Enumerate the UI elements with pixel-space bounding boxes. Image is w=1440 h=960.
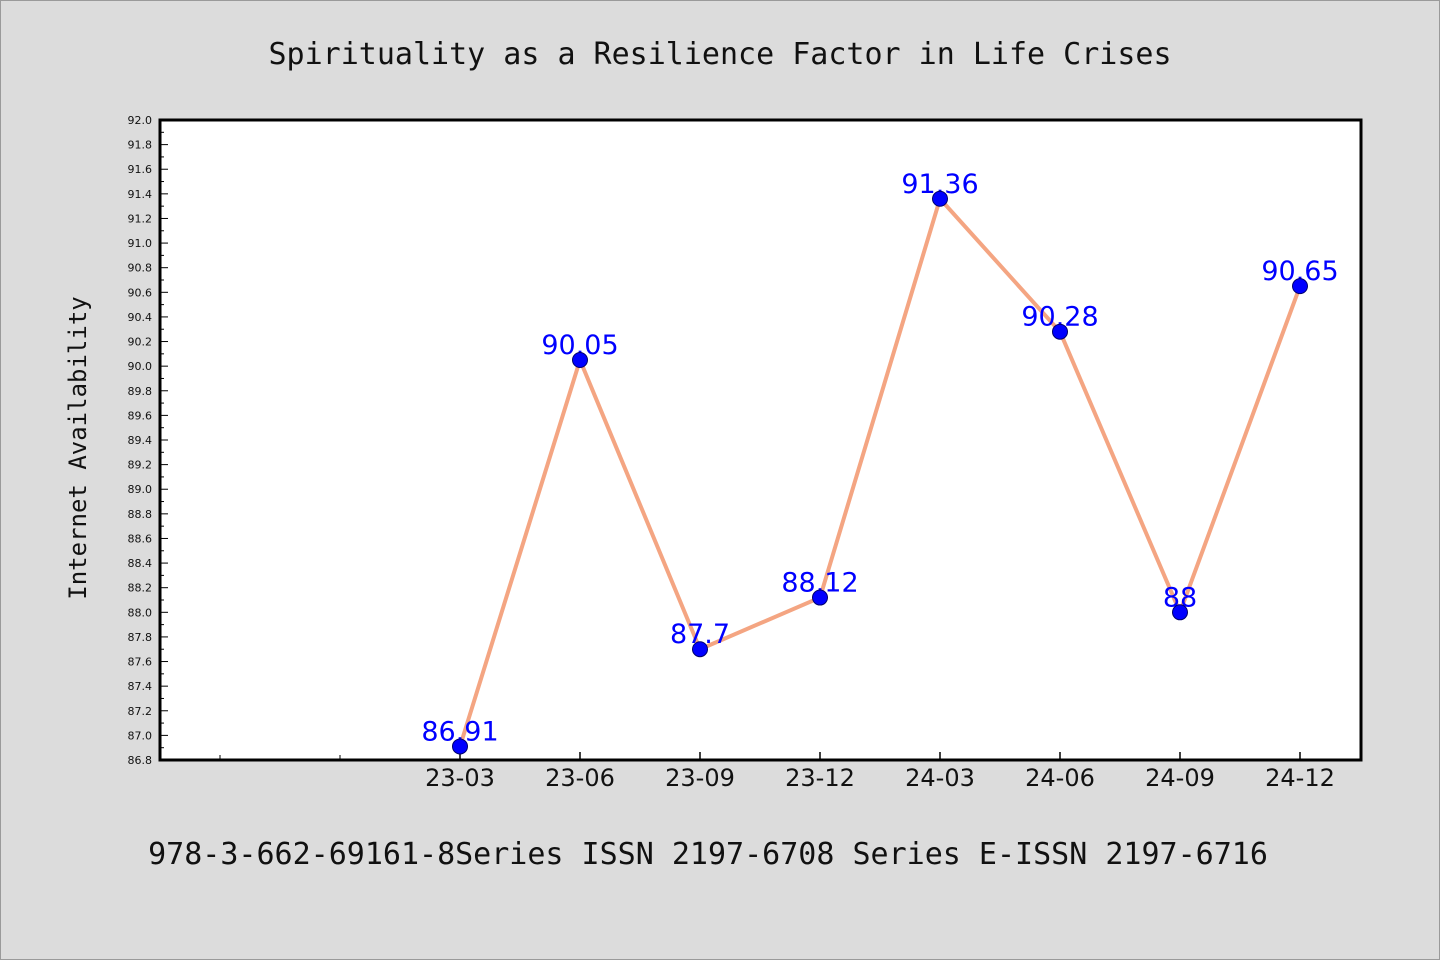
y-tick-label: 89.2 <box>128 459 153 472</box>
y-tick-label: 88.0 <box>128 606 153 619</box>
y-tick-label: 89.4 <box>128 434 153 447</box>
x-tick-label: 24-03 <box>905 764 975 792</box>
data-point <box>692 641 708 658</box>
data-point <box>1052 323 1068 340</box>
y-tick-label: 92.0 <box>128 114 153 127</box>
y-tick-label: 86.8 <box>128 754 153 767</box>
plot-border <box>158 118 1363 762</box>
y-tick-label: 88.2 <box>128 582 153 595</box>
y-tick-label: 87.0 <box>128 729 153 742</box>
y-tick-label: 89.0 <box>128 483 153 496</box>
y-tick-label: 89.8 <box>128 385 153 398</box>
y-tick-label: 90.0 <box>128 360 153 373</box>
y-tick-label: 88.6 <box>128 532 153 545</box>
chart-title: Spirituality as a Resilience Factor in L… <box>268 37 1171 72</box>
plot-area <box>160 120 1361 760</box>
x-axis: 23-03 23-06 23-09 23-12 24-03 24-06 24-09 24-12 <box>219 752 1335 792</box>
x-tick-label: 24-12 <box>1265 764 1335 792</box>
footer-text: 978-3-662-69161-8Series ISSN 2197-6708 S… <box>148 837 1268 872</box>
y-tick-label: 90.4 <box>128 311 153 324</box>
y-tick-label: 91.6 <box>128 163 153 176</box>
data-point <box>1172 604 1188 621</box>
y-tick-label: 90.8 <box>128 262 153 275</box>
y-axis: 86.8 87.0 87.2 87.4 87.6 87.8 88.0 88.2 88.4 88.6… <box>128 114 168 767</box>
data-point <box>452 738 468 755</box>
y-tick-label: 91.2 <box>128 212 153 225</box>
data-point <box>572 352 588 368</box>
y-tick-label: 88.4 <box>128 557 153 570</box>
x-tick-label: 23-03 <box>425 764 495 792</box>
data-point <box>812 589 828 606</box>
data-point <box>1292 278 1308 295</box>
y-tick-label: 87.2 <box>128 705 153 718</box>
y-tick-label: 91.4 <box>128 188 153 201</box>
y-axis-label: Internet Availability <box>64 296 92 599</box>
x-tick-label: 23-06 <box>545 764 615 792</box>
data-point <box>932 190 948 207</box>
x-tick-label: 23-12 <box>785 764 855 792</box>
y-tick-label: 87.8 <box>128 631 153 644</box>
y-tick-label: 91.0 <box>128 237 153 250</box>
y-tick-label: 91.8 <box>128 139 153 152</box>
x-tick-label: 24-06 <box>1025 764 1095 792</box>
y-tick-label: 87.6 <box>128 656 153 669</box>
y-tick-label: 89.6 <box>128 409 153 422</box>
y-tick-label: 90.6 <box>128 286 153 299</box>
y-tick-label: 87.4 <box>128 680 153 693</box>
x-tick-label: 24-09 <box>1145 764 1215 792</box>
x-tick-label: 23-09 <box>665 764 735 792</box>
series-line <box>458 196 1302 748</box>
y-tick-label: 88.8 <box>128 508 153 521</box>
y-tick-label: 90.2 <box>128 336 153 349</box>
